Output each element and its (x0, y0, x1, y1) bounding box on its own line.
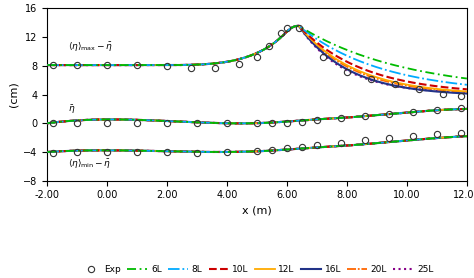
Y-axis label: (cm): (cm) (8, 82, 18, 107)
Text: $\langle\eta\rangle_{\mathrm{min}}-\bar{\eta}$: $\langle\eta\rangle_{\mathrm{min}}-\bar{… (68, 157, 112, 170)
Legend: Exp, 6L, 8L, 10L, 12L, 16L, 20L, 25L: Exp, 6L, 8L, 10L, 12L, 16L, 20L, 25L (77, 261, 437, 277)
Text: $\langle\eta\rangle_{\mathrm{max}}-\bar{\eta}$: $\langle\eta\rangle_{\mathrm{max}}-\bar{… (68, 40, 114, 53)
Text: $\bar{\eta}$: $\bar{\eta}$ (68, 104, 76, 116)
X-axis label: x (m): x (m) (242, 206, 272, 216)
